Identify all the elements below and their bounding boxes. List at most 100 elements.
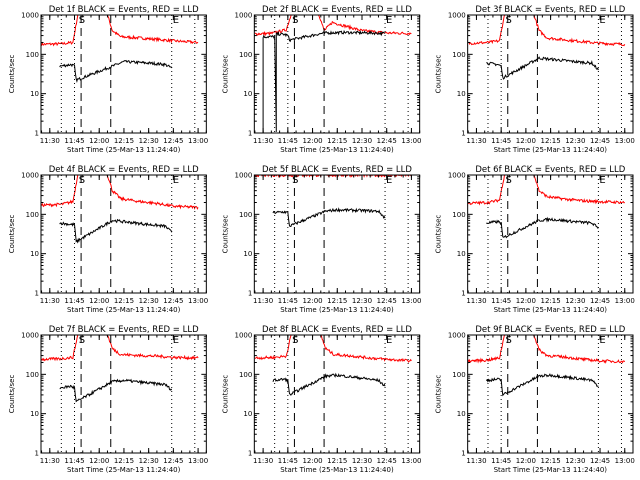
x-tick-label: 12:15 [541, 297, 561, 305]
y-tick-label: 1 [248, 130, 252, 138]
y-tick-label: 100 [239, 51, 252, 59]
x-axis-label: Start Time (25-Mar-13 11:24:40) [280, 146, 394, 154]
x-tick-label: 12:45 [163, 137, 183, 145]
x-tick-label: 13:00 [188, 297, 208, 305]
x-tick-label: 12:45 [590, 137, 610, 145]
y-tick-label: 1000 [21, 12, 39, 20]
plot-frame [40, 334, 207, 454]
plot-frame [467, 334, 634, 454]
y-tick-label: 10 [243, 90, 252, 98]
x-tick-label: 12:30 [352, 457, 372, 465]
x-tick-label: 12:00 [516, 297, 536, 305]
y-tick-label: 10 [30, 410, 39, 418]
plot-frame [467, 174, 634, 294]
x-tick-label: 11:45 [278, 297, 298, 305]
y-tick-label: 1 [461, 290, 465, 298]
series-group [467, 15, 626, 80]
x-tick-label: 12:30 [565, 137, 585, 145]
panel-title: Det 2f BLACK = Events, RED = LLD [262, 5, 412, 15]
x-tick-label: 12:00 [302, 457, 322, 465]
events-series-line [59, 218, 173, 244]
x-tick-label: 12:30 [139, 457, 159, 465]
y-axis-label: Counts/sec [435, 55, 443, 94]
x-tick-label: 12:45 [590, 457, 610, 465]
x-tick-label: 13:00 [188, 457, 208, 465]
plot-frame [40, 14, 207, 134]
x-axis-label: Start Time (25-Mar-13 11:24:40) [280, 306, 394, 314]
y-tick-label: 1 [35, 290, 39, 298]
x-tick-label: 11:45 [64, 297, 84, 305]
x-tick-label: 12:45 [163, 457, 183, 465]
y-tick-label: 10 [243, 250, 252, 258]
y-axis-label: Counts/sec [221, 55, 229, 94]
x-tick-label: 12:00 [516, 457, 536, 465]
panel-title: Det 3f BLACK = Events, RED = LLD [475, 5, 625, 15]
time-marker-label: S [505, 335, 511, 346]
events-series-line [485, 373, 599, 397]
time-marker-label: E [599, 175, 605, 186]
y-tick-label: 1000 [21, 172, 39, 180]
lld-series-line [254, 15, 412, 37]
x-tick-label: 11:30 [40, 297, 60, 305]
y-tick-label: 100 [452, 51, 465, 59]
x-tick-label: 12:00 [516, 137, 536, 145]
y-tick-label: 1000 [448, 12, 466, 20]
y-axis-label: Counts/sec [435, 215, 443, 254]
events-series-line [272, 207, 386, 228]
time-marker-label: S [292, 335, 298, 346]
x-tick-label: 12:30 [565, 297, 585, 305]
time-marker-label: E [599, 335, 605, 346]
events-series-line [59, 59, 173, 84]
x-tick-label: 11:30 [253, 297, 273, 305]
x-tick-label: 11:30 [253, 137, 273, 145]
lld-series-line [254, 335, 412, 363]
x-tick-label: 12:15 [327, 297, 347, 305]
time-marker-label: S [79, 175, 85, 186]
time-marker-label: E [173, 15, 179, 26]
time-marker-label: E [173, 175, 179, 186]
time-marker-label: S [505, 15, 511, 26]
x-tick-label: 12:45 [163, 297, 183, 305]
y-tick-label: 1 [35, 450, 39, 458]
y-tick-label: 100 [452, 371, 465, 379]
y-tick-label: 1 [248, 450, 252, 458]
series-group [467, 175, 625, 239]
x-tick-label: 11:30 [40, 137, 60, 145]
x-axis-label: Start Time (25-Mar-13 11:24:40) [67, 306, 181, 314]
time-marker-label: E [386, 175, 392, 186]
x-axis-label: Start Time (25-Mar-13 11:24:40) [494, 466, 608, 474]
x-tick-label: 13:00 [615, 137, 635, 145]
y-tick-label: 1000 [21, 332, 39, 340]
x-tick-label: 11:45 [64, 137, 84, 145]
x-tick-label: 13:00 [401, 297, 421, 305]
y-tick-label: 10 [30, 250, 39, 258]
time-marker-label: S [79, 15, 85, 26]
x-tick-label: 13:00 [615, 297, 635, 305]
events-series-line [272, 372, 386, 397]
x-axis-label: Start Time (25-Mar-13 11:24:40) [494, 146, 608, 154]
x-tick-label: 11:45 [491, 137, 511, 145]
time-marker-label: S [292, 15, 298, 26]
lld-series-line [467, 15, 626, 47]
lld-series-line [41, 175, 199, 210]
events-series-line [486, 216, 599, 239]
x-tick-label: 11:30 [466, 457, 486, 465]
x-tick-label: 12:15 [541, 137, 561, 145]
plot-frame [467, 14, 634, 134]
series-group [41, 15, 199, 84]
y-tick-label: 10 [457, 90, 466, 98]
x-tick-label: 12:00 [89, 297, 109, 305]
events-series-line [486, 56, 599, 80]
x-tick-label: 13:00 [615, 457, 635, 465]
x-tick-label: 11:45 [491, 297, 511, 305]
y-axis-label: Counts/sec [8, 215, 16, 254]
x-tick-label: 12:45 [377, 297, 397, 305]
y-axis-label: Counts/sec [221, 375, 229, 414]
y-tick-label: 100 [26, 371, 39, 379]
